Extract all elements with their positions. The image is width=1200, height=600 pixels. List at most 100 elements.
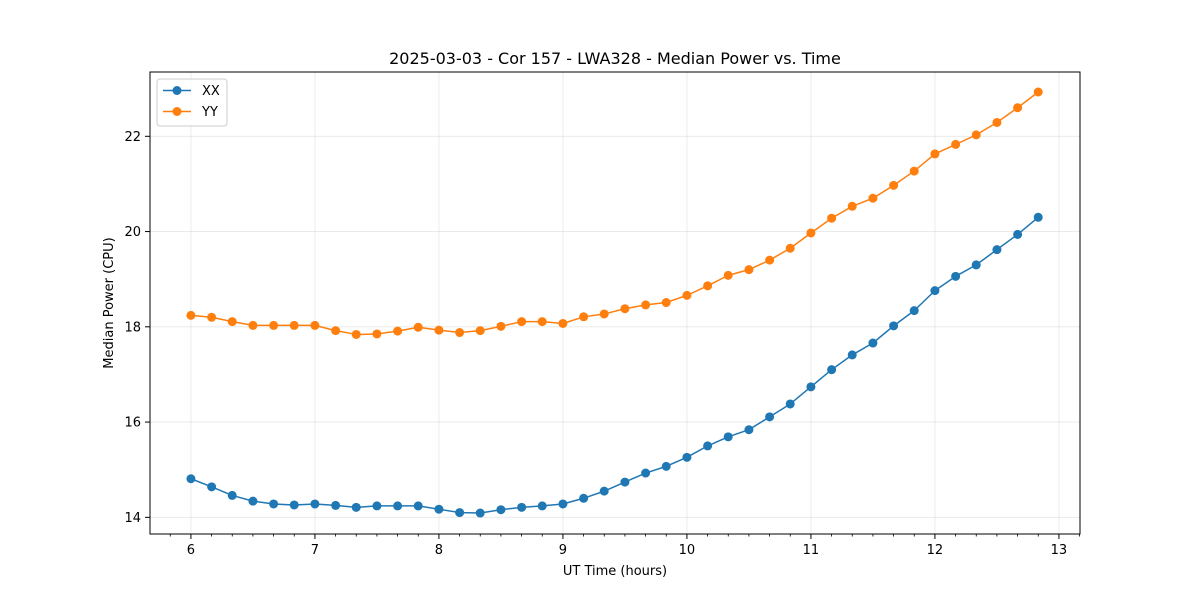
series-yy-point (393, 326, 403, 336)
series-yy-point (269, 320, 279, 330)
series-yy-point (889, 180, 899, 190)
x-tick-label: 9 (559, 543, 567, 558)
plot-frame (149, 71, 1081, 535)
series-xx-point (992, 245, 1002, 255)
series-yy-point (744, 265, 754, 275)
series-yy-point (785, 243, 795, 253)
series-yy-point (909, 166, 919, 176)
series-yy-point (1033, 87, 1043, 97)
x-tick-label: 8 (435, 543, 443, 558)
series-yy-point (847, 201, 857, 211)
series-yy-point (992, 117, 1002, 127)
legend-yy-label: YY (201, 105, 218, 120)
series-xx-point (475, 508, 485, 518)
series-xx-point (909, 306, 919, 316)
series-yy-point (827, 213, 837, 223)
series-xx-point (207, 482, 217, 492)
series-xx-point (393, 501, 403, 511)
series-yy-point (558, 318, 568, 328)
series-yy-point (765, 255, 775, 265)
series-yy-point (227, 317, 237, 327)
series-xx-point (868, 338, 878, 348)
y-tick-label: 20 (124, 225, 141, 240)
series-yy-point (682, 290, 692, 300)
series-xx-point (889, 321, 899, 331)
series-yy-point (661, 298, 671, 308)
series-xx-point (269, 499, 279, 509)
series-yy-point (703, 281, 713, 291)
y-tick-label: 18 (124, 320, 141, 335)
x-tick-label: 10 (679, 543, 696, 558)
series-xx-point (703, 441, 713, 451)
series-layer (186, 87, 1043, 518)
series-xx-point (682, 452, 692, 462)
series-xx-point (434, 504, 444, 514)
series-xx-point (785, 399, 795, 409)
series-yy-point (331, 326, 341, 336)
x-tick-label: 12 (927, 543, 944, 558)
series-xx-point (951, 271, 961, 281)
series-xx-point (310, 499, 320, 509)
series-xx-point (641, 468, 651, 478)
series-yy-point (971, 130, 981, 140)
series-yy-point (517, 317, 527, 327)
series-yy-point (641, 300, 651, 310)
y-tick-label: 22 (124, 130, 141, 145)
series-xx-point (1013, 229, 1023, 239)
series-xx-point (248, 496, 258, 506)
x-tick-label: 11 (803, 543, 820, 558)
series-yy-point (1013, 103, 1023, 113)
series-yy-point (579, 312, 589, 322)
series-yy-point (599, 309, 609, 319)
axes: 6 7 8 9 10 11 12 13 14 16 18 20 22 (124, 130, 1080, 558)
series-xx-point (620, 477, 630, 487)
series-xx-point (331, 500, 341, 510)
series-xx-point (661, 461, 671, 471)
series-yy-point (868, 193, 878, 203)
series-yy-point (475, 326, 485, 336)
series-xx-point (579, 493, 589, 503)
series-xx-point (765, 412, 775, 422)
series-yy-point (289, 320, 299, 330)
x-axis-label: UT Time (hours) (563, 564, 667, 579)
grid (150, 72, 1080, 534)
series-yy-point (930, 149, 940, 159)
series-yy-point (310, 320, 320, 330)
series-xx-point (971, 260, 981, 270)
chart-title: 2025-03-03 - Cor 157 - LWA328 - Median P… (389, 49, 841, 68)
series-xx-point (599, 486, 609, 496)
series-yy-point (372, 329, 382, 339)
series-yy-point (620, 304, 630, 314)
series-xx-point (496, 505, 506, 515)
series-xx-point (744, 425, 754, 435)
series-yy-point (806, 228, 816, 238)
series-xx-point (186, 474, 196, 484)
legend-xx-label: XX (202, 84, 220, 99)
series-yy-point (186, 310, 196, 320)
y-axis-label: Median Power (CPU) (102, 237, 117, 368)
series-yy-point (207, 312, 217, 322)
series-xx-point (413, 501, 423, 511)
series-xx-point (537, 501, 547, 511)
series-xx-point (1033, 212, 1043, 222)
series-xx-point (351, 502, 361, 512)
y-tick-label: 14 (124, 511, 141, 526)
y-tick-label: 16 (124, 416, 141, 431)
series-xx-point (227, 490, 237, 500)
x-tick-label: 7 (311, 543, 319, 558)
x-tick-label: 13 (1051, 543, 1068, 558)
series-yy-point (496, 321, 506, 331)
series-yy-point (537, 317, 547, 327)
series-yy-point (351, 329, 361, 339)
series-xx-point (517, 502, 527, 512)
series-yy-point (413, 322, 423, 332)
series-yy-point (248, 320, 258, 330)
series-xx-point (455, 508, 465, 518)
series-yy-point (455, 328, 465, 338)
series-xx-point (930, 286, 940, 296)
legend-xx-marker (172, 86, 182, 95)
series-yy-point (434, 325, 444, 335)
series-xx-point (289, 500, 299, 510)
legend: XX YY (156, 78, 228, 127)
